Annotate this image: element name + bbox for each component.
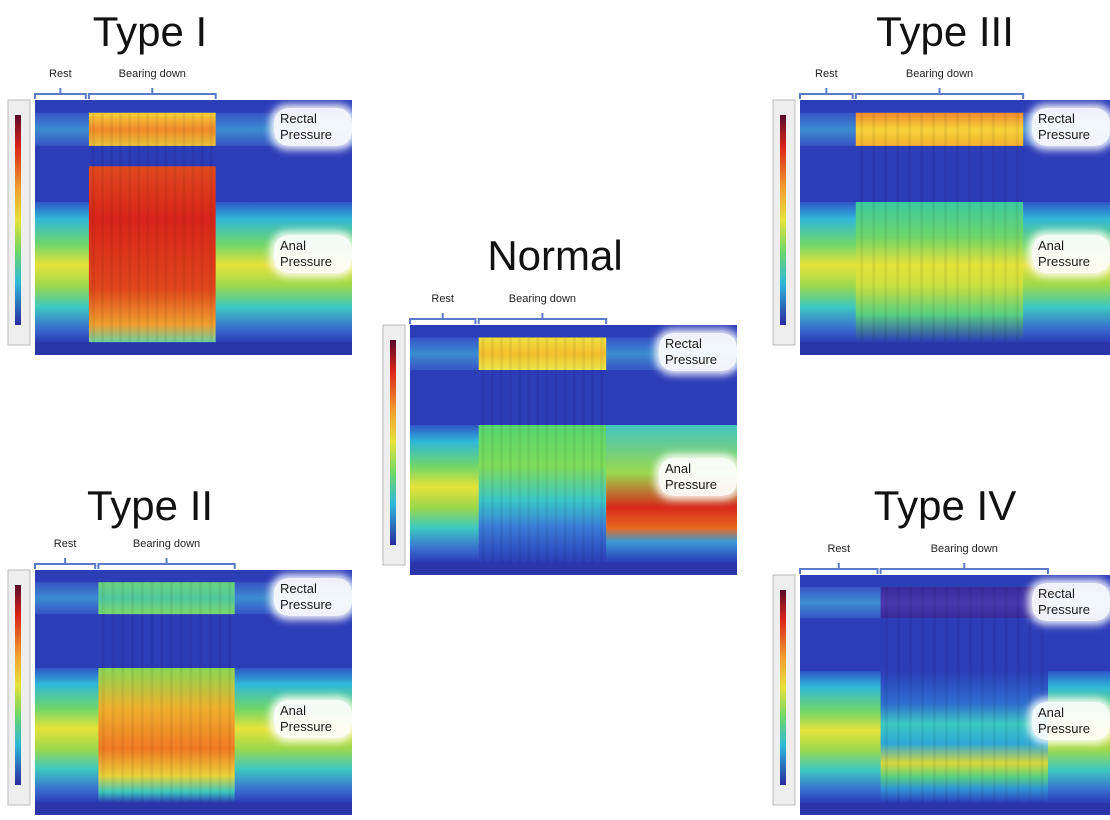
panel-title: Type II — [86, 482, 214, 529]
bearing-down-label: Bearing down — [118, 68, 186, 80]
rest-label: Rest — [815, 68, 838, 80]
bracket — [799, 563, 879, 574]
rectal-label: Rectal Pressure — [1032, 108, 1110, 146]
rectal-bear — [98, 582, 235, 615]
rectal-label: Rectal Pressure — [274, 108, 352, 146]
bearing-down-label: Bearing down — [132, 538, 201, 550]
heatmap-bottom — [35, 342, 352, 355]
rest-label: Rest — [827, 543, 851, 555]
rest-label: Rest — [49, 68, 72, 80]
heatmap-bottom — [410, 562, 737, 575]
anal-label: Anal Pressure — [659, 457, 737, 496]
anal-label: Anal Pressure — [274, 699, 352, 738]
bracket — [87, 88, 217, 99]
bracket — [409, 313, 477, 324]
rectal-label: Rectal Pressure — [659, 333, 737, 371]
color-scale — [15, 115, 21, 325]
rectal-bear — [855, 112, 1024, 146]
bearing-down-label: Bearing down — [508, 293, 577, 305]
anal-bear — [855, 202, 1024, 343]
bracket — [799, 88, 854, 99]
panel-title: Normal — [487, 232, 623, 279]
anal-bear — [478, 425, 607, 563]
rectal-label: Rectal Pressure — [274, 578, 352, 616]
color-scale — [780, 590, 786, 785]
rectal-bear — [478, 337, 607, 370]
anal-bear — [88, 166, 216, 343]
rectal-bear — [88, 112, 216, 146]
bracket — [854, 88, 1025, 99]
bracket — [477, 313, 608, 324]
bracket — [34, 88, 87, 99]
anal-label: Anal Pressure — [1032, 235, 1110, 274]
bearing-down-label: Bearing down — [905, 68, 974, 80]
heatmap-bottom — [35, 802, 352, 815]
color-scale — [15, 585, 21, 785]
anal-bear — [98, 668, 235, 803]
bracket — [34, 558, 97, 569]
heatmap-bottom — [800, 342, 1110, 355]
bracket — [879, 563, 1049, 574]
bearing-down-label: Bearing down — [930, 543, 998, 555]
color-scale — [780, 115, 786, 325]
panel-title: Type I — [92, 8, 208, 55]
anal-label: Anal Pressure — [274, 235, 352, 274]
panel-title: Type III — [876, 8, 1014, 55]
color-scale — [390, 340, 396, 545]
rectal-label: Rectal Pressure — [1032, 583, 1110, 621]
bracket — [97, 558, 236, 569]
heatmap-bottom — [800, 803, 1110, 815]
rectal-bear — [880, 587, 1048, 619]
anal-bear — [880, 671, 1048, 803]
rest-label: Rest — [53, 538, 77, 550]
panel — [772, 563, 1110, 815]
panel-title: Type IV — [873, 482, 1017, 529]
anal-label: Anal Pressure — [1032, 702, 1110, 741]
rest-label: Rest — [431, 293, 454, 305]
